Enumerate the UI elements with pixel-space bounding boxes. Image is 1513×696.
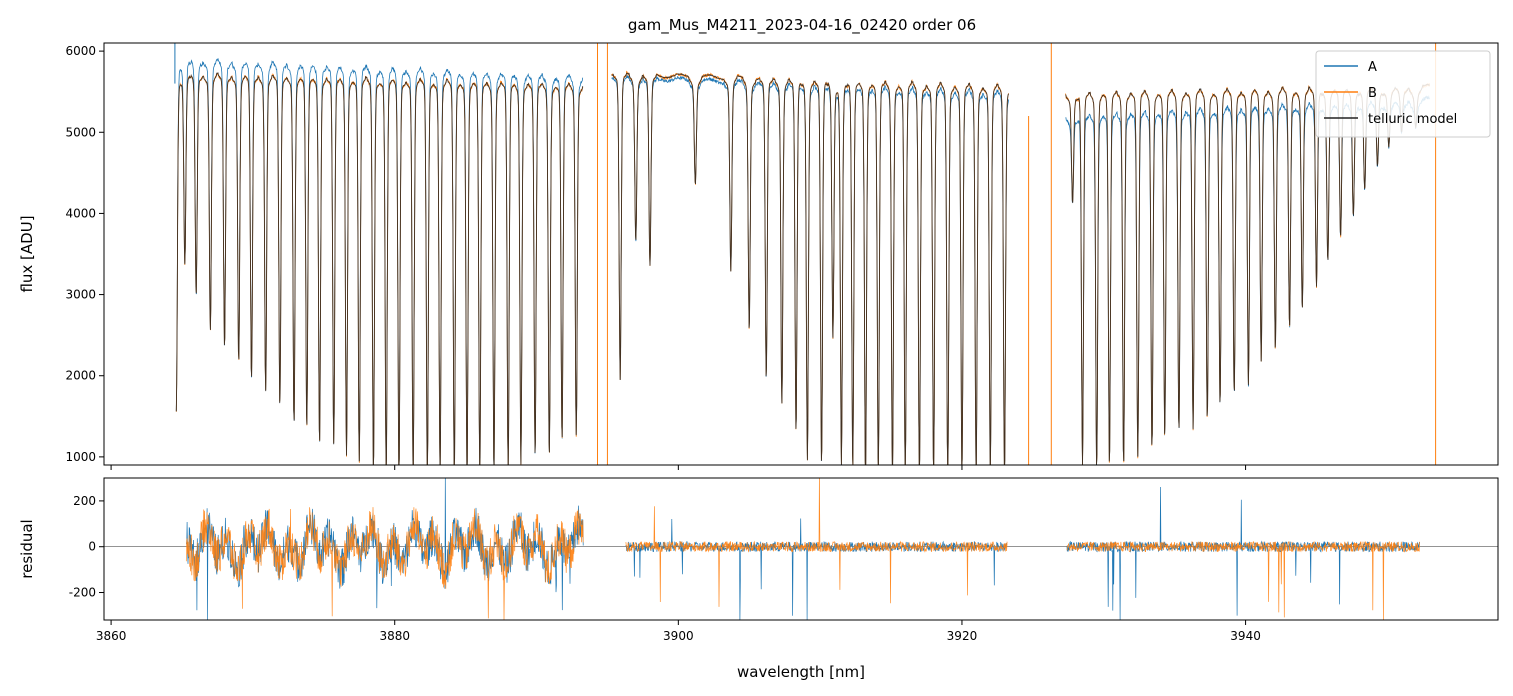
flux-y-tick-label: 6000 <box>65 44 96 58</box>
flux-y-label: flux [ADU] <box>18 215 36 292</box>
residual-y-tick-label: 0 <box>88 540 96 554</box>
chart-title: gam_Mus_M4211_2023-04-16_02420 order 06 <box>628 16 976 35</box>
residual-B-line <box>185 478 1420 620</box>
residual-y-label: residual <box>18 519 36 578</box>
residual-y-tick-label: 200 <box>73 494 96 508</box>
series-A-line <box>175 57 1430 465</box>
flux-series <box>174 43 1437 465</box>
legend-entry-1: A <box>1368 60 1377 75</box>
residual-axes-frame <box>103 477 1499 621</box>
flux-y-tick-label: 2000 <box>65 369 96 383</box>
series-B-line <box>175 70 1430 465</box>
x-tick-label: 3900 <box>663 629 694 643</box>
flux-y-tick-label: 1000 <box>65 450 96 464</box>
telluric-model-line <box>175 72 1430 465</box>
x-tick-label: 3860 <box>96 629 127 643</box>
x-tick-label: 3920 <box>947 629 978 643</box>
flux-axes-frame <box>103 42 1499 466</box>
residual-axes: -200 0 200 3860 3880 3900 3920 3940 <box>69 494 1261 643</box>
x-axis-label: wavelength [nm] <box>737 663 865 681</box>
flux-y-tick-label: 3000 <box>65 288 96 302</box>
flux-axes: 1000 2000 3000 4000 5000 6000 <box>65 44 1247 470</box>
residual-A-line <box>185 478 1420 620</box>
x-tick-label: 3880 <box>379 629 410 643</box>
flux-panel: 1000 2000 3000 4000 5000 6000 flux [ADU] ABte… <box>18 42 1499 470</box>
residual-series <box>104 478 1498 620</box>
flux-y-tick-label: 4000 <box>65 206 96 220</box>
legend-entry-3: telluric model <box>1368 112 1457 127</box>
residual-panel: -200 0 200 3860 3880 3900 3920 3940 residual wa… <box>18 477 1499 681</box>
legend-entry-2: B <box>1368 86 1377 101</box>
residual-y-tick-label: -200 <box>69 586 96 600</box>
flux-y-tick-label: 5000 <box>65 125 96 139</box>
legend-box <box>1315 50 1491 138</box>
x-tick-label: 3940 <box>1230 629 1261 643</box>
